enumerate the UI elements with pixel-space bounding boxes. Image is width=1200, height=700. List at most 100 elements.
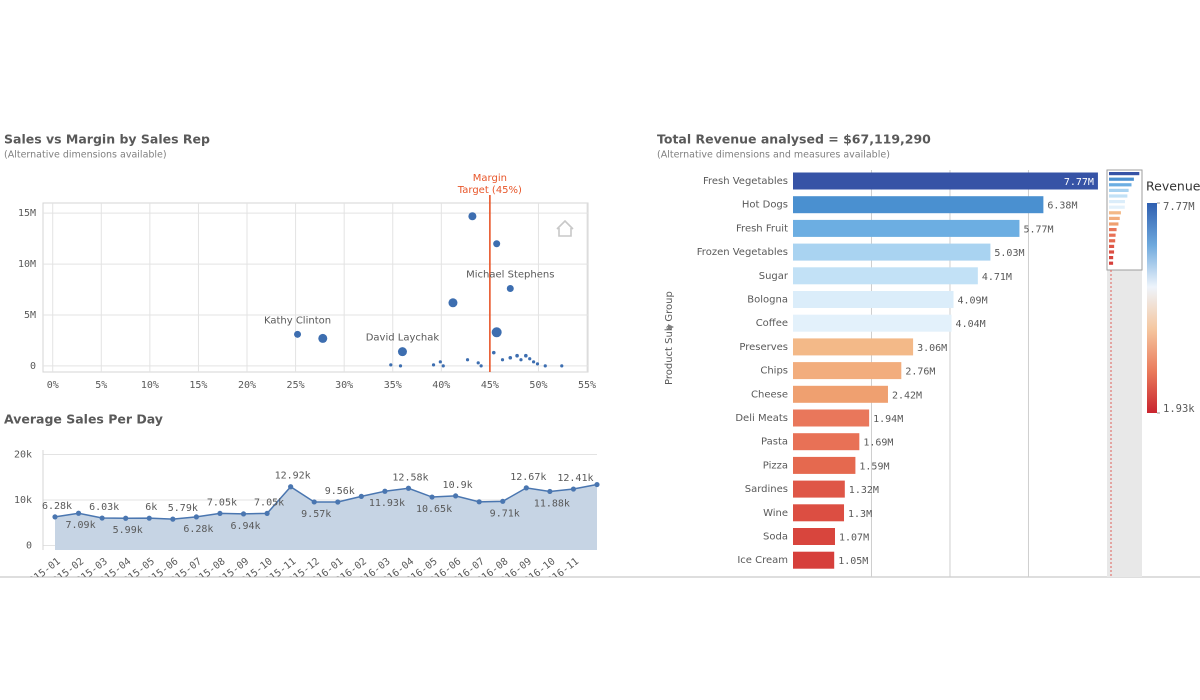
point: [531, 360, 536, 364]
value-label: 4.04M: [956, 319, 986, 330]
value-label: 3.06M: [917, 343, 947, 354]
value-label: 5.77M: [1023, 224, 1053, 235]
scatter-title: Sales vs Margin by Sales Rep: [4, 132, 210, 147]
category-label: Fresh Vegetables: [703, 176, 788, 187]
point: [240, 511, 247, 517]
value-label: 7.05k: [207, 497, 237, 508]
value-label: 10.9k: [443, 480, 473, 491]
point: [438, 360, 442, 364]
x-tick-label: 30%: [335, 380, 353, 391]
point: [52, 514, 58, 520]
y-tick-label: 0: [30, 361, 36, 372]
point: [311, 499, 317, 505]
value-label: 12.67k: [510, 472, 546, 483]
point: [335, 499, 341, 505]
value-label: 10.65k: [416, 504, 452, 515]
bar: [793, 314, 952, 332]
overview-bar: [1109, 261, 1114, 265]
category-label: Wine: [763, 508, 788, 519]
value-label: 7.09k: [66, 520, 96, 531]
y-tick-label: 5M: [24, 310, 36, 321]
value-label: 4.09M: [958, 296, 988, 307]
overview-bar: [1109, 222, 1119, 226]
overview-bar: [1109, 188, 1129, 192]
bar-title: Total Revenue analysed = $67,119,290: [657, 132, 931, 147]
category-label: Frozen Vegetables: [697, 247, 788, 258]
category-label: Sardines: [745, 484, 788, 495]
overview-bar: [1109, 211, 1121, 215]
y-tick-label: 10M: [18, 259, 36, 270]
point: [429, 494, 435, 500]
point: [193, 514, 199, 520]
point: [500, 498, 506, 504]
point: [543, 364, 547, 368]
overview-bar: [1109, 233, 1116, 237]
point: [468, 212, 477, 221]
x-tick-label: 55%: [578, 380, 596, 391]
point: [528, 357, 532, 361]
area-title: Average Sales Per Day: [4, 412, 163, 427]
value-label: 12.58k: [392, 472, 428, 483]
value-label: 11.88k: [534, 498, 570, 509]
legend-label: 7.77M: [1163, 201, 1195, 213]
bar: [793, 172, 1098, 190]
home-icon[interactable]: [556, 219, 574, 237]
legend-title: Revenue: [1146, 179, 1200, 194]
point: [519, 358, 523, 362]
value-label: 1.05M: [838, 556, 868, 567]
category-label: Preserves: [739, 342, 788, 353]
bar: [793, 528, 835, 545]
value-label: 6.03k: [89, 502, 119, 513]
category-label: Hot Dogs: [742, 200, 788, 211]
value-label: 7.05k: [254, 497, 284, 508]
value-label: 12.92k: [275, 471, 311, 482]
overview-bar: [1109, 228, 1117, 232]
x-tick-label: 10%: [141, 380, 159, 391]
point: [170, 516, 176, 522]
point: [318, 333, 328, 343]
plot-area: [42, 202, 589, 373]
value-label: 12.41k: [557, 473, 593, 484]
scatter-subtitle: (Alternative dimensions available): [4, 150, 167, 161]
point: [476, 361, 480, 365]
point-label: Michael Stephens: [466, 270, 554, 281]
category-label: Bologna: [747, 295, 788, 306]
overview-bar: [1109, 216, 1120, 220]
value-label: 5.99k: [113, 525, 143, 536]
value-label: 1.69M: [863, 438, 893, 449]
bar: [793, 409, 870, 427]
x-tick-label: 35%: [384, 380, 402, 391]
x-tick-label: 5%: [95, 380, 107, 391]
point: [99, 515, 105, 521]
category-label: Ice Cream: [737, 555, 788, 566]
y-axis-label[interactable]: Product Sub Group: [664, 291, 675, 385]
point: [491, 350, 496, 355]
point-label: David Laychak: [366, 333, 440, 344]
overview-bar: [1109, 177, 1134, 181]
value-label: 11.93k: [369, 498, 405, 509]
overview-bar: [1109, 250, 1115, 254]
category-label: Pizza: [763, 460, 788, 471]
point-label: Kathy Clinton: [264, 315, 331, 326]
point: [547, 488, 553, 495]
overview-bar: [1109, 200, 1125, 204]
y-tick-label: 10k: [14, 495, 32, 506]
point: [288, 484, 294, 490]
bar: [793, 433, 860, 451]
value-label: 9.56k: [325, 486, 355, 497]
point: [294, 330, 302, 338]
value-label: 9.57k: [301, 509, 331, 520]
value-label: 6.38M: [1047, 201, 1077, 212]
x-tick-label: 25%: [287, 380, 305, 391]
x-tick-label: 45%: [481, 380, 499, 391]
dropdown-icon[interactable]: [668, 324, 674, 330]
bar: [793, 385, 888, 403]
bar: [793, 291, 954, 308]
value-label: 2.76M: [905, 367, 935, 378]
value-label: 4.71M: [982, 272, 1012, 283]
overview-bar: [1109, 256, 1114, 260]
value-label: 6k: [145, 502, 157, 513]
category-label: Coffee: [756, 318, 788, 329]
